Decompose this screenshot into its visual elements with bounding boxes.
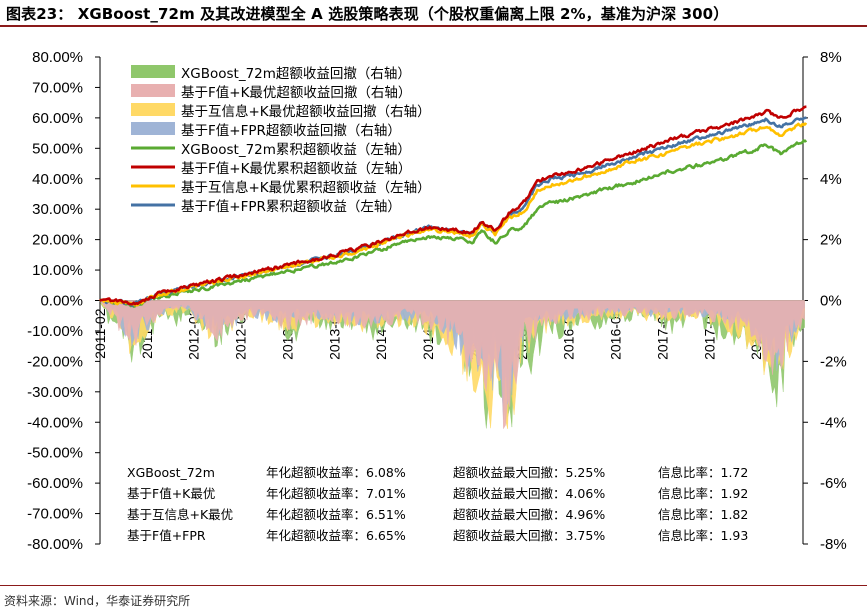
- y-left-tick-label: 80.00%: [32, 49, 83, 66]
- y-left-tick-label: 40.00%: [32, 171, 83, 188]
- legend-label-4: XGBoost_72m累积超额收益（左轴）: [181, 142, 411, 158]
- legend: XGBoost_72m超额收益回撤（右轴） 基于F值+K最优超额收益回撤（右轴） 基…: [131, 65, 431, 215]
- footer-divider: [0, 585, 867, 586]
- stats-cell: 基于F值+K最优: [127, 486, 215, 501]
- chart-title: 图表23： XGBoost_72m 及其改进模型全 A 选股策略表现（个股权重偏…: [6, 5, 729, 23]
- y-right-tick-label: 8%: [820, 49, 842, 66]
- stats-cell: 基于互信息+K最优: [127, 507, 233, 522]
- stats-table: XGBoost_72m 年化超额收益率：6.08% 超额收益最大回撤：5.25% 信息…: [127, 465, 748, 543]
- legend-label-6: 基于互信息+K最优累积超额收益（左轴）: [181, 179, 431, 196]
- source-note: 资料来源：Wind，华泰证券研究所: [4, 594, 191, 608]
- stats-cell: 超额收益最大回撤：4.06%: [453, 486, 605, 501]
- y-left-tick-label: 30.00%: [32, 201, 83, 218]
- y-right-tick-label: 6%: [820, 110, 842, 127]
- stats-cell: 超额收益最大回撤：4.96%: [453, 507, 605, 522]
- y-left-tick-label: 20.00%: [32, 232, 83, 249]
- legend-swatch-1: [131, 84, 175, 97]
- y-left-tick-label: -20.00%: [27, 353, 83, 370]
- stats-cell: 信息比率：1.72: [658, 465, 748, 480]
- stats-cell: 年化超额收益率：6.08%: [266, 465, 406, 480]
- x-tick-label: 2016-08: [608, 308, 624, 360]
- legend-label-7: 基于F值+FPR累积超额收益（左轴）: [181, 198, 401, 215]
- stats-cell: XGBoost_72m: [127, 465, 215, 480]
- x-tick-label: 2011-02: [92, 308, 108, 359]
- legend-label-0: XGBoost_72m超额收益回撤（右轴）: [181, 66, 411, 82]
- y-right-tick-label: -8%: [820, 536, 847, 553]
- stats-cell: 年化超额收益率：6.65%: [266, 528, 406, 543]
- y-left-tick-label: 70.00%: [32, 79, 83, 96]
- y-right-tick-label: -4%: [820, 414, 847, 431]
- y-right-tick-label: -2%: [820, 353, 847, 370]
- stats-cell: 超额收益最大回撤：3.75%: [453, 528, 605, 543]
- y-right-tick-label: 0%: [820, 293, 842, 310]
- stats-cell: 超额收益最大回撤：5.25%: [453, 465, 605, 480]
- stats-cell: 信息比率：1.92: [658, 486, 748, 501]
- chart-canvas: 80.00% 70.00% 60.00% 50.00% 40.00% 30.00% 20.0…: [27, 49, 847, 553]
- legend-label-1: 基于F值+K最优超额收益回撤（右轴）: [181, 84, 411, 101]
- y-left-tick-label: -80.00%: [27, 536, 83, 553]
- drawdown-area-series-1: [99, 300, 805, 430]
- y-left-tick-label: 10.00%: [32, 262, 83, 279]
- title-divider: [0, 25, 867, 27]
- y-left-tick-label: -60.00%: [27, 475, 83, 492]
- y-right-tick-label: -6%: [820, 475, 847, 492]
- legend-label-3: 基于F值+FPR超额收益回撤（右轴）: [181, 122, 401, 139]
- y-left-tick-label: 50.00%: [32, 140, 83, 157]
- y-left-tick-label: -50.00%: [27, 445, 83, 462]
- legend-label-2: 基于互信息+K最优超额收益回撤（右轴）: [181, 103, 431, 120]
- cumulative-line-series-6: [99, 122, 808, 307]
- y-left-tick-label: 60.00%: [32, 110, 83, 127]
- cumulative-line-series-4: [99, 139, 808, 308]
- legend-swatch-3: [131, 122, 175, 135]
- stats-cell: 信息比率：1.93: [658, 528, 748, 543]
- y-left-tick-label: -30.00%: [27, 384, 83, 401]
- y-left-tick-label: 0.00%: [40, 293, 83, 310]
- y-right-tick-label: 2%: [820, 232, 842, 249]
- y-left-tick-label: -40.00%: [27, 414, 83, 431]
- legend-swatch-2: [131, 103, 175, 116]
- cumulative-line-series-5: [99, 105, 807, 306]
- legend-label-5: 基于F值+K最优累积超额收益（左轴）: [181, 160, 411, 177]
- stats-cell: 年化超额收益率：6.51%: [266, 507, 406, 522]
- y-left-tick-label: -70.00%: [27, 506, 83, 523]
- legend-swatch-0: [131, 65, 175, 78]
- stats-cell: 基于F值+FPR: [127, 528, 206, 543]
- stats-cell: 年化超额收益率：7.01%: [266, 486, 406, 501]
- y-right-tick-label: 4%: [820, 171, 842, 188]
- y-left-tick-label: -10.00%: [27, 323, 83, 340]
- stats-cell: 信息比率：1.82: [658, 507, 748, 522]
